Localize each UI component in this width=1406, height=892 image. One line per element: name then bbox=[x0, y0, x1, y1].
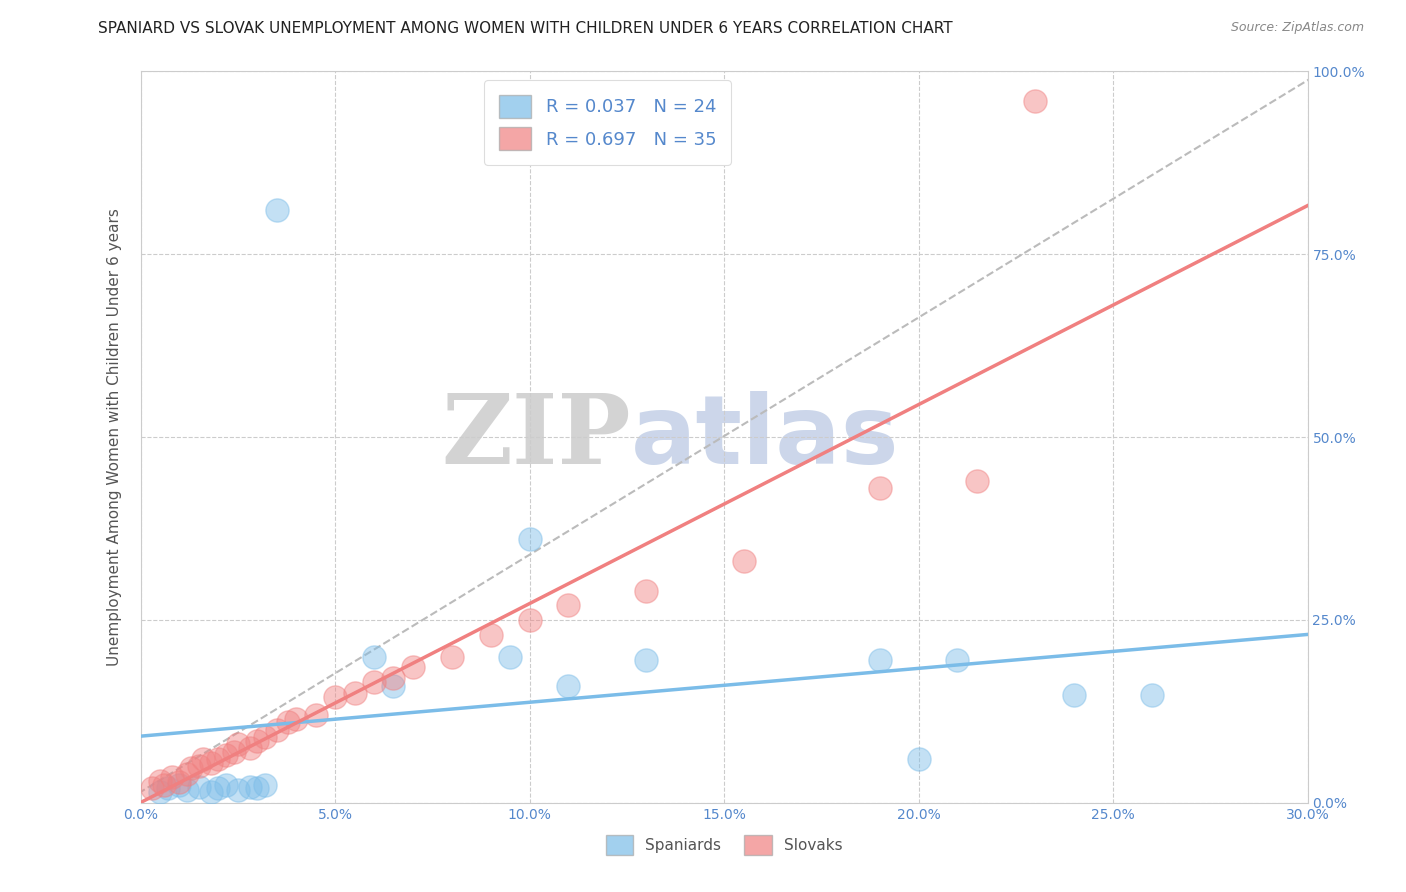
Point bbox=[1140, 688, 1163, 702]
Point bbox=[149, 785, 172, 799]
Point bbox=[557, 679, 579, 693]
Text: Source: ZipAtlas.com: Source: ZipAtlas.com bbox=[1230, 21, 1364, 34]
Point bbox=[254, 778, 277, 792]
Y-axis label: Unemployment Among Women with Children Under 6 years: Unemployment Among Women with Children U… bbox=[107, 208, 122, 666]
Point bbox=[869, 653, 891, 667]
Point bbox=[323, 690, 346, 704]
Point bbox=[238, 740, 260, 755]
Point bbox=[226, 737, 249, 751]
Point bbox=[382, 679, 405, 693]
Point bbox=[266, 203, 288, 218]
Point bbox=[226, 782, 249, 797]
Point bbox=[169, 775, 191, 789]
Text: SPANIARD VS SLOVAK UNEMPLOYMENT AMONG WOMEN WITH CHILDREN UNDER 6 YEARS CORRELAT: SPANIARD VS SLOVAK UNEMPLOYMENT AMONG WO… bbox=[98, 21, 953, 36]
Point bbox=[519, 533, 541, 547]
Point bbox=[266, 723, 288, 737]
Point bbox=[188, 780, 211, 794]
Point bbox=[733, 554, 755, 568]
Point bbox=[557, 599, 579, 613]
Point bbox=[188, 759, 211, 773]
Point bbox=[254, 730, 277, 744]
Point bbox=[363, 649, 385, 664]
Point bbox=[207, 781, 229, 796]
Point bbox=[191, 752, 214, 766]
Point bbox=[246, 733, 269, 747]
Point bbox=[160, 770, 183, 784]
Point bbox=[519, 613, 541, 627]
Point bbox=[200, 756, 222, 770]
Point bbox=[869, 481, 891, 495]
Point bbox=[479, 627, 502, 641]
Point bbox=[946, 653, 969, 667]
Point bbox=[176, 782, 198, 797]
Point bbox=[149, 773, 172, 788]
Point bbox=[402, 660, 425, 674]
Point bbox=[153, 778, 176, 792]
Point bbox=[305, 708, 328, 723]
Point bbox=[285, 712, 308, 726]
Point bbox=[1024, 94, 1046, 108]
Point bbox=[966, 474, 988, 488]
Point bbox=[215, 778, 238, 792]
Point bbox=[499, 649, 522, 664]
Point bbox=[176, 766, 198, 780]
Point bbox=[907, 752, 929, 766]
Point bbox=[169, 778, 191, 792]
Point bbox=[238, 780, 260, 794]
Text: atlas: atlas bbox=[631, 391, 900, 483]
Point bbox=[363, 675, 385, 690]
Point bbox=[180, 761, 202, 775]
Point bbox=[440, 649, 463, 664]
Point bbox=[222, 745, 245, 759]
Text: ZIP: ZIP bbox=[441, 390, 631, 484]
Point bbox=[343, 686, 366, 700]
Point bbox=[246, 781, 269, 796]
Point bbox=[141, 781, 163, 796]
Point bbox=[207, 752, 229, 766]
Point bbox=[156, 781, 179, 796]
Point bbox=[215, 748, 238, 763]
Legend: Spaniards, Slovaks: Spaniards, Slovaks bbox=[599, 830, 849, 861]
Point bbox=[1063, 688, 1085, 702]
Point bbox=[382, 672, 405, 686]
Point bbox=[636, 583, 658, 598]
Point bbox=[200, 785, 222, 799]
Point bbox=[636, 653, 658, 667]
Point bbox=[277, 715, 299, 730]
